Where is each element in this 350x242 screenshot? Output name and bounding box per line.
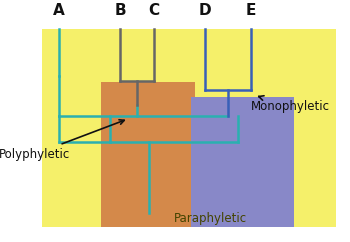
Text: Paraphyletic: Paraphyletic [174, 212, 247, 225]
Bar [42, 29, 336, 227]
Text: Polyphyletic: Polyphyletic [0, 120, 124, 161]
Text: A: A [53, 3, 65, 18]
Text: Monophyletic: Monophyletic [251, 96, 330, 113]
Text: D: D [199, 3, 211, 18]
Text: B: B [114, 3, 126, 18]
Bar [191, 98, 294, 227]
Bar [102, 82, 195, 227]
Text: E: E [246, 3, 256, 18]
Text: C: C [148, 3, 160, 18]
